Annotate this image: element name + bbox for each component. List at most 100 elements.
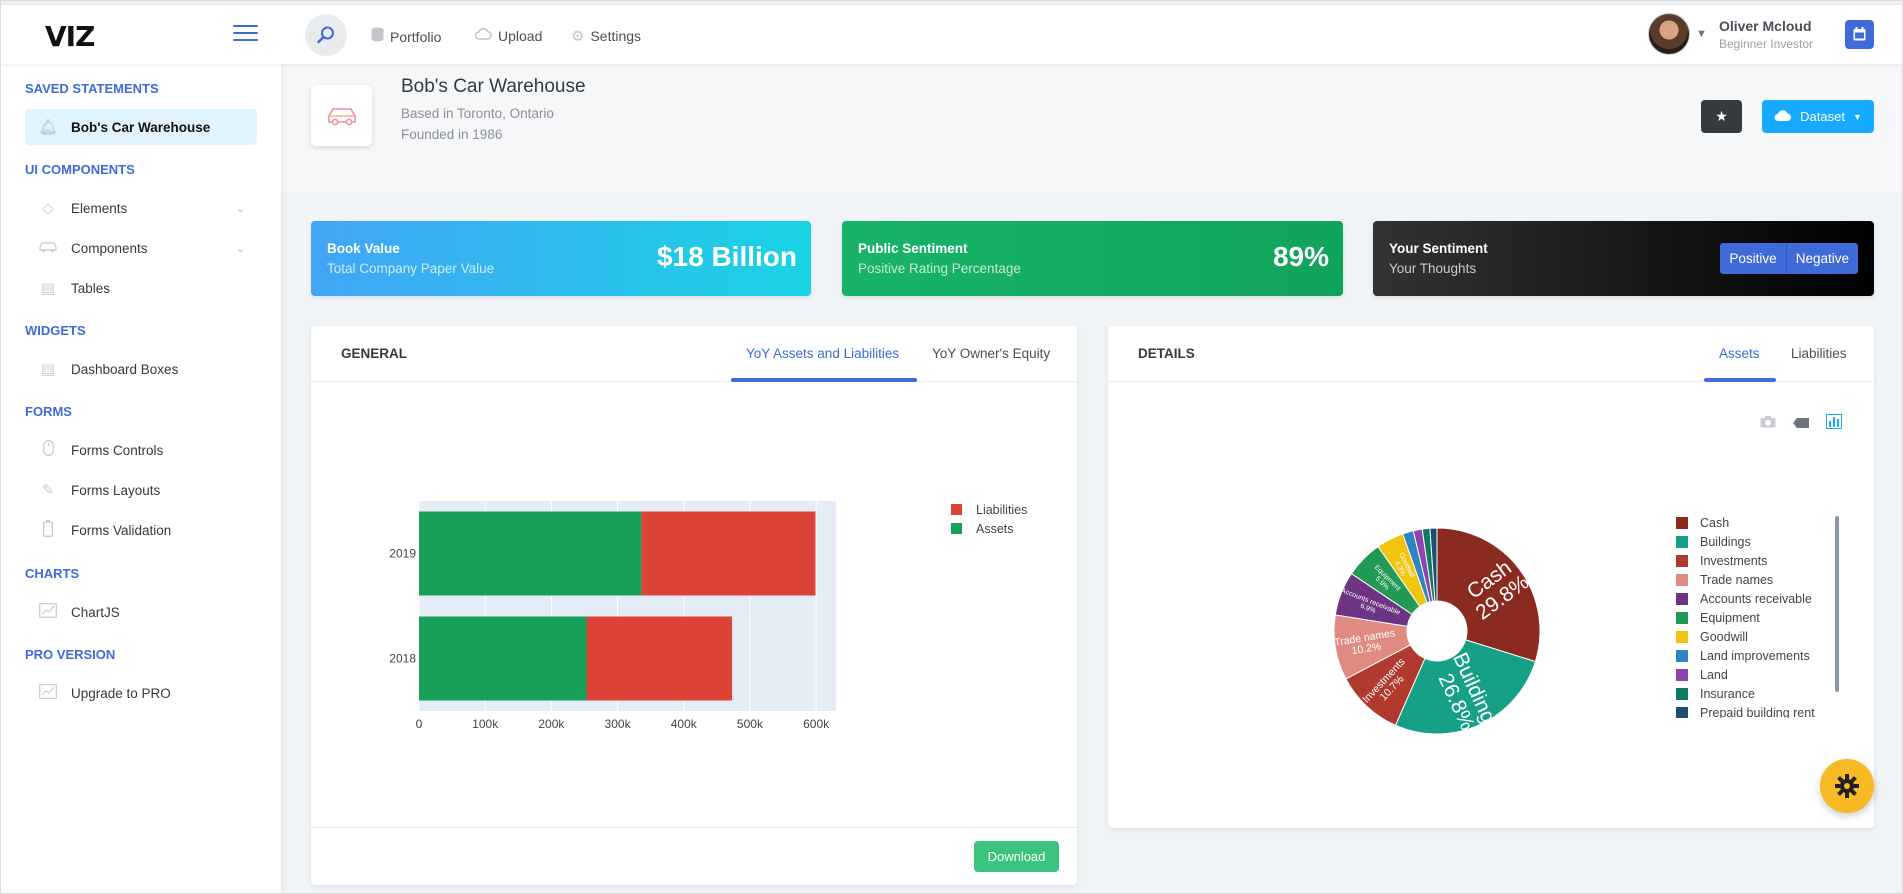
legend-item-trade-names[interactable]: Trade names	[1676, 573, 1773, 587]
negative-button[interactable]: Negative	[1785, 243, 1858, 274]
avatar[interactable]	[1648, 13, 1691, 55]
legend-label: Land improvements	[1700, 649, 1810, 663]
nav-upload[interactable]: Upload	[474, 27, 542, 44]
chevron-down-icon[interactable]: ⌄	[235, 242, 245, 255]
positive-button[interactable]: Positive	[1720, 243, 1786, 274]
sidebar-item-components[interactable]: Components ⌄	[25, 230, 257, 266]
camera-icon[interactable]	[1760, 415, 1776, 431]
sidebar-item-forms-layouts[interactable]: ✎ Forms Layouts	[25, 472, 257, 508]
sidebar-section-saved-statements: SAVED STATEMENTS	[25, 81, 159, 96]
legend-label-liabilities: Liabilities	[976, 503, 1027, 517]
nav-settings[interactable]: ⚙ Settings	[571, 27, 641, 45]
sidebar-item-elements[interactable]: ◇ Elements ⌄	[25, 190, 257, 226]
bar-chart-icon[interactable]	[1826, 414, 1842, 432]
download-button[interactable]: Download	[974, 841, 1059, 872]
legend-label: Buildings	[1700, 535, 1751, 549]
hamburger-menu-icon[interactable]	[233, 25, 258, 45]
sidebar-section-pro-version: PRO VERSION	[25, 647, 116, 662]
star-icon: ★	[1715, 108, 1728, 124]
bar-liabilities-2019	[641, 511, 816, 596]
user-role: Beginner Investor	[1718, 36, 1813, 51]
tab-liabilities[interactable]: Liabilities	[1791, 346, 1847, 361]
settings-fab[interactable]	[1820, 759, 1874, 813]
app-logo[interactable]: VIZ	[45, 20, 95, 53]
tab-yoy-owners-equity[interactable]: YoY Owner's Equity	[932, 346, 1051, 361]
x-tick-label: 600k	[803, 717, 830, 731]
y-tick-label: 2018	[389, 652, 416, 666]
legend-item-cash[interactable]: Cash	[1676, 516, 1729, 530]
calendar-button[interactable]	[1845, 19, 1874, 49]
legend-item-prepaid-building-rent[interactable]: Prepaid building rent	[1676, 706, 1815, 718]
legend-label-assets: Assets	[976, 522, 1014, 536]
active-tab-indicator	[1704, 378, 1776, 382]
graph-icon	[37, 683, 59, 703]
caret-down-icon: ▼	[1852, 111, 1862, 122]
legend-item-buildings[interactable]: Buildings	[1676, 535, 1751, 549]
bar-liabilities-2018	[586, 616, 733, 701]
user-menu[interactable]: ▼ Oliver Mcloud Beginner Investor	[1648, 13, 1874, 55]
sidebar-section-ui-components: UI COMPONENTS	[25, 162, 135, 177]
sidebar-item-chartjs[interactable]: ChartJS	[25, 594, 257, 630]
legend-item-land-improvements[interactable]: Land improvements	[1676, 649, 1810, 663]
x-tick-label: 100k	[472, 717, 499, 731]
sidebar-item-label: Forms Validation	[71, 522, 172, 538]
bar-assets-2019	[419, 511, 642, 596]
cloud-icon	[1774, 109, 1792, 125]
nav-portfolio[interactable]: Portfolio	[371, 27, 441, 46]
pie-slice-label-text: 10.2%	[1351, 641, 1382, 658]
sidebar-item-label: Bob's Car Warehouse	[71, 119, 211, 135]
legend-item-accounts-receivable[interactable]: Accounts receivable	[1676, 592, 1812, 606]
sidebar: SAVED STATEMENTS 🔔︎ Bob's Car Warehouse …	[1, 64, 281, 893]
legend-swatch-liabilities	[951, 504, 962, 515]
chevron-down-icon[interactable]: ▼	[1696, 28, 1707, 40]
legend-scrollbar[interactable]	[1835, 516, 1839, 692]
legend-item-insurance[interactable]: Insurance	[1676, 687, 1755, 701]
legend-label: Prepaid building rent	[1700, 706, 1815, 718]
legend-label: Investments	[1700, 554, 1768, 568]
sidebar-item-forms-controls[interactable]: Forms Controls	[25, 432, 257, 468]
x-tick-label: 200k	[538, 717, 565, 731]
legend-item-land[interactable]: Land	[1676, 668, 1728, 682]
user-info: Oliver Mcloud Beginner Investor	[1719, 18, 1813, 51]
chevron-down-icon[interactable]: ⌄	[235, 202, 245, 215]
sidebar-item-upgrade-to-pro[interactable]: Upgrade to PRO	[25, 675, 257, 711]
details-panel: DETAILS Assets Liabilities Cash 29.8% Buil…	[1108, 326, 1874, 828]
user-name: Oliver Mcloud	[1718, 17, 1812, 34]
sidebar-item-dashboard-boxes[interactable]: ▤ Dashboard Boxes	[25, 351, 257, 387]
legend-item-equipment[interactable]: Equipment	[1676, 611, 1760, 625]
tag-icon[interactable]	[1793, 415, 1809, 431]
legend-swatch	[1676, 574, 1688, 586]
book-value-card: Book Value Total Company Paper Value $18…	[311, 221, 811, 296]
sidebar-item-bobs-car-warehouse[interactable]: 🔔︎ Bob's Car Warehouse	[25, 109, 257, 145]
legend-item-investments[interactable]: Investments	[1676, 554, 1767, 568]
favorite-button[interactable]: ★	[1701, 100, 1742, 133]
your-sentiment-title: Your Sentiment	[1389, 241, 1488, 256]
general-panel-header: GENERAL YoY Assets and Liabilities YoY O…	[311, 326, 1077, 382]
tab-yoy-assets-liabilities[interactable]: YoY Assets and Liabilities	[746, 346, 900, 361]
dataset-dropdown-button[interactable]: Dataset ▼	[1762, 100, 1874, 133]
tab-assets[interactable]: Assets	[1719, 346, 1760, 361]
legend-label: Accounts receivable	[1700, 592, 1812, 606]
search-button[interactable]	[305, 14, 347, 56]
battery-icon	[37, 519, 59, 541]
sidebar-item-label: Forms Controls	[71, 442, 164, 458]
company-location: Based in Toronto, Ontario	[401, 106, 554, 121]
general-panel: GENERAL YoY Assets and Liabilities YoY O…	[311, 326, 1077, 885]
page-header: Bob's Car Warehouse Based in Toronto, On…	[281, 64, 1902, 192]
bar-assets-2018	[419, 616, 587, 701]
sidebar-item-forms-validation[interactable]: Forms Validation	[25, 512, 257, 548]
legend-swatch	[1676, 612, 1688, 624]
legend-item-goodwill[interactable]: Goodwill	[1676, 630, 1748, 644]
car-icon	[311, 85, 372, 146]
x-tick-label: 300k	[605, 717, 632, 731]
legend-swatch	[1676, 517, 1688, 529]
legend-swatch	[1676, 555, 1688, 567]
sidebar-section-widgets: WIDGETS	[25, 323, 86, 338]
legend-swatch	[1676, 707, 1688, 718]
sidebar-section-forms: FORMS	[25, 404, 72, 419]
company-founded: Founded in 1986	[401, 127, 503, 142]
legend-swatch-assets	[951, 523, 962, 534]
sidebar-item-label: Tables	[71, 280, 111, 296]
sidebar-item-tables[interactable]: ▤ Tables	[25, 270, 257, 306]
